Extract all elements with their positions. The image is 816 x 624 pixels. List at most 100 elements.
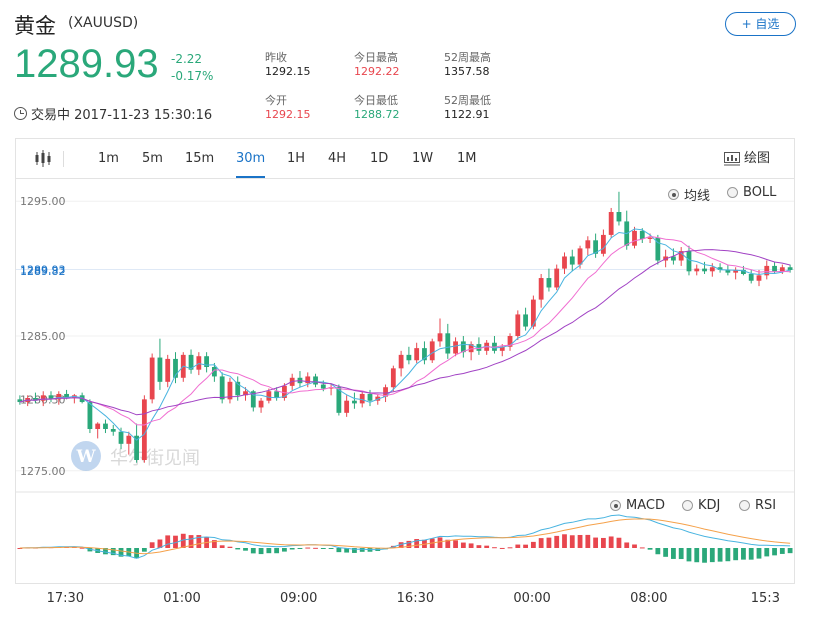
candle (383, 387, 388, 397)
rsi-toggle-label: RSI (755, 498, 777, 513)
interval-1h[interactable]: 1H (287, 151, 306, 166)
interval-1mo[interactable]: 1M (457, 151, 477, 166)
candle (64, 393, 69, 398)
candle (593, 240, 599, 254)
macd-bar (320, 548, 326, 549)
radio-icon (727, 187, 738, 198)
candle (460, 341, 466, 353)
stat-value: 1122.91 (444, 108, 490, 121)
macd-bar (523, 544, 528, 548)
watermark-logo-icon (71, 441, 101, 471)
candlestick-type-icon[interactable] (34, 139, 52, 178)
macd-bar (460, 542, 466, 548)
ma-toggle[interactable]: 均线 (668, 185, 710, 204)
macd-bar (476, 545, 482, 548)
macd-bar (694, 548, 700, 563)
candle (390, 368, 396, 388)
macd-bar (79, 547, 85, 549)
rsi-toggle[interactable]: RSI (739, 498, 776, 513)
candle (219, 376, 225, 400)
boll-toggle-label: BOLL (743, 185, 777, 200)
macd-bar (702, 548, 707, 563)
macd-bar (733, 548, 739, 561)
macd-bar (686, 548, 692, 562)
kdj-toggle-label: KDJ (698, 498, 721, 513)
candle (772, 265, 777, 272)
stat-value: 1292.15 (265, 65, 311, 78)
macd-bar (336, 548, 342, 553)
candle (188, 354, 194, 370)
macd-bar (492, 547, 497, 549)
macd-bar (118, 548, 124, 557)
interval-1d[interactable]: 1D (370, 151, 389, 166)
interval-15m[interactable]: 15m (185, 151, 215, 166)
ma-slow-line (19, 249, 791, 416)
macd-bar (211, 540, 217, 548)
macd-bar (546, 537, 552, 548)
interval-5m[interactable]: 5m (142, 151, 163, 166)
macd-bar (243, 548, 248, 551)
candle (87, 402, 93, 429)
candle (134, 435, 139, 460)
candle (779, 267, 785, 272)
ma-fast-line (19, 228, 791, 441)
instrument-symbol: (XAUUSD) (68, 15, 139, 31)
price-change-pct: -0.17% (171, 69, 214, 83)
macd-bar (468, 543, 474, 548)
macd-bar (282, 548, 287, 552)
candle (157, 357, 163, 382)
macd-bar (352, 548, 357, 553)
candle (110, 429, 116, 432)
candle (282, 385, 287, 398)
instrument-name: 黄金 (14, 14, 56, 38)
candle (320, 384, 326, 389)
macd-bar (110, 548, 116, 556)
candle (476, 344, 482, 351)
macd-toggle[interactable]: MACD (610, 498, 665, 513)
ma-toggle-label: 均线 (684, 189, 711, 204)
x-tick-label: 17:30 (46, 591, 85, 606)
chart-frame (15, 178, 795, 584)
macd-bar (632, 544, 637, 548)
stat-value: 1288.72 (354, 108, 400, 121)
candle (655, 237, 661, 261)
candle (266, 391, 272, 401)
draw-tool-button[interactable]: 绘图 (724, 139, 770, 178)
ma-mid-line (19, 235, 791, 426)
candle (787, 267, 793, 270)
toolbar-divider (63, 151, 64, 167)
candles (17, 191, 793, 463)
stat-label: 今日最低 (354, 94, 398, 107)
candle (211, 367, 217, 377)
macd-bar (313, 547, 318, 549)
macd-bar (453, 540, 458, 548)
boll-toggle[interactable]: BOLL (727, 185, 776, 200)
kdj-toggle[interactable]: KDJ (682, 498, 720, 513)
price-label: 1289.82 (20, 265, 66, 278)
macd-bar (577, 534, 583, 548)
interval-1w[interactable]: 1W (412, 151, 434, 166)
candle (499, 346, 505, 351)
interval-30m[interactable]: 30m (236, 139, 266, 178)
candle (149, 357, 155, 400)
candle (126, 435, 132, 444)
chart-toolbar: 1m 5m 15m 30m 1H 4H 1D 1W 1M 绘图 (15, 138, 795, 178)
macd-panel (16, 491, 794, 563)
candle (141, 399, 147, 460)
stat-value: 1292.15 (265, 108, 311, 121)
x-tick-label: 15:3 (750, 591, 780, 606)
macd-bar (406, 540, 412, 548)
candle (546, 278, 552, 288)
interval-4h[interactable]: 4H (328, 151, 347, 166)
candle (165, 358, 171, 382)
candle (756, 275, 762, 281)
x-tick-label: 16:30 (396, 591, 435, 606)
interval-1m[interactable]: 1m (98, 151, 119, 166)
macd-bar (600, 537, 606, 548)
add-watchlist-button[interactable]: + 自选 (725, 12, 796, 36)
macd-bar (663, 548, 669, 557)
macd-bar (515, 544, 521, 548)
candle (437, 333, 443, 342)
candle (196, 356, 202, 370)
stat-label: 今日最高 (354, 51, 398, 64)
